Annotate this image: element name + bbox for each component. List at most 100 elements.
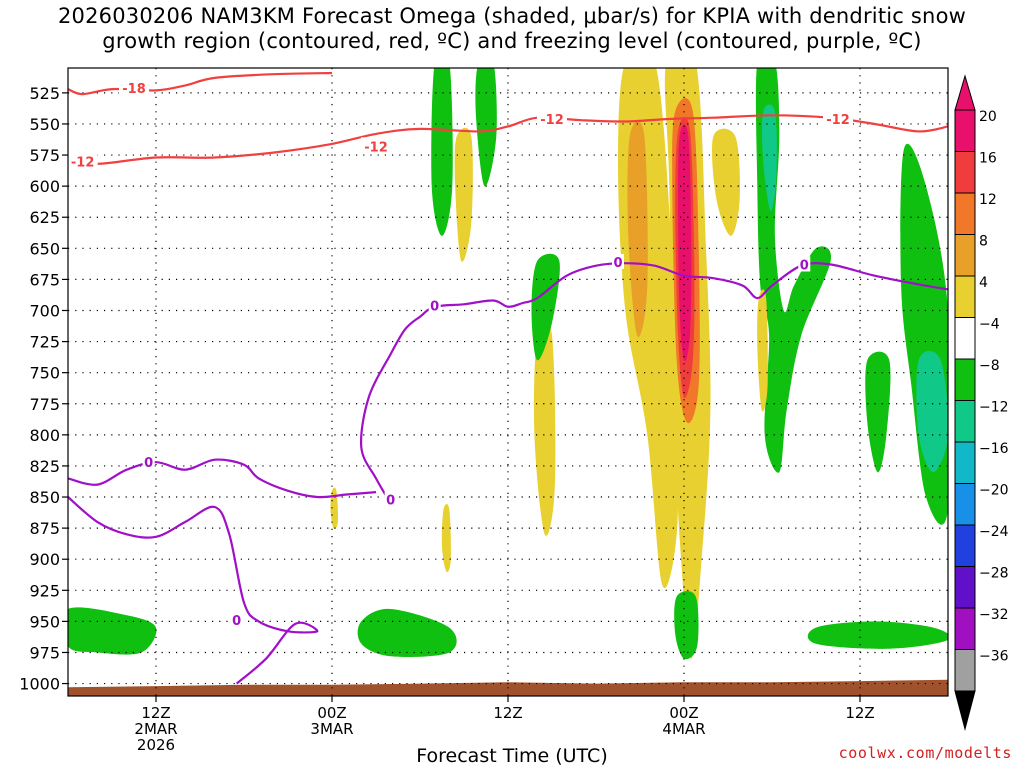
x-tick-label-0-2: 2026 — [137, 736, 175, 754]
omega-shade-gp-22 — [674, 591, 699, 660]
freezing-label-text-5: 0 — [800, 258, 809, 273]
freezing-label-bg-3 — [142, 454, 155, 470]
freezing-contour-main — [359, 262, 948, 504]
colorbar-label-1: 16 — [979, 151, 997, 167]
y-tick-label-1000: 1000 — [19, 675, 60, 694]
y-tick-label-675: 675 — [29, 270, 60, 289]
dendritic-label-0: -18 — [119, 78, 149, 97]
dendritic-label-3: -12 — [537, 109, 567, 128]
x-tick-label-3-1: 4MAR — [662, 720, 705, 738]
y-tick-label-875: 875 — [29, 519, 60, 538]
omega-shade-gp-2 — [475, 68, 497, 187]
plot-background — [68, 68, 948, 696]
omega-shade-gp-17 — [865, 351, 891, 473]
omega-shade-gp-20 — [357, 608, 457, 657]
freezing-label-bg-0 — [612, 253, 624, 269]
y-tick-label-725: 725 — [29, 333, 60, 352]
colorbar-label-9: −20 — [979, 483, 1009, 499]
colorbar-segment-4 — [954, 275, 976, 318]
dendritic-contour-upper — [68, 71, 333, 96]
colorbar-label-13: −36 — [979, 649, 1009, 665]
y-tick-label-900: 900 — [29, 550, 60, 569]
colorbar-segment-7 — [954, 400, 976, 443]
x-tick-label-0-1: 2MAR — [134, 720, 177, 738]
chart-title-line-1: 2026030206 NAM3KM Forecast Omega (shaded… — [57, 4, 966, 28]
colorbar-segment-5 — [954, 317, 976, 360]
y-tick-label-925: 925 — [29, 581, 60, 600]
freezing-label-2: 0 — [384, 491, 397, 509]
colorbar-bottom-arrow — [954, 690, 976, 731]
colorbar-label-4: 4 — [979, 275, 988, 291]
omega-shade-gp-14 — [761, 104, 777, 212]
x-tick-label-0-0: 12Z — [141, 704, 170, 722]
colorbar-label-7: −12 — [979, 400, 1009, 416]
plot-area: -18 -12 -12 -12 -12 0 0 0 0 0 0 — [68, 68, 948, 696]
colorbar-segment-12 — [954, 607, 976, 650]
colorbar-label-5: −4 — [979, 317, 1000, 333]
omega-shade-gp-24 — [330, 487, 339, 529]
omega-shade-gp-12 — [712, 128, 740, 236]
colorbar-segment-0 — [954, 109, 976, 152]
y-tick-label-625: 625 — [29, 208, 60, 227]
freezing-label-bg-2 — [384, 491, 397, 507]
colorbar-label-6: −8 — [979, 358, 1000, 374]
colorbar-top-arrow — [954, 74, 976, 111]
colorbar-segment-13 — [954, 649, 976, 692]
freezing-label-text-0: 0 — [613, 256, 622, 271]
y-tick-label-550: 550 — [29, 115, 60, 134]
freezing-label-5: 0 — [798, 256, 811, 273]
omega-shade-gp-16 — [916, 350, 948, 473]
freezing-label-bg-4 — [230, 612, 243, 628]
y-tick-label-525: 525 — [29, 84, 60, 103]
dendritic-label-1: -12 — [68, 152, 98, 170]
x-tick-label-2-0: 12Z — [493, 704, 522, 722]
freezing-label-3: 0 — [142, 454, 155, 471]
omega-shade-gp-5 — [531, 253, 560, 361]
freezing-label-text-1: 0 — [430, 300, 439, 315]
x-tick-label-4-0: 12Z — [845, 704, 874, 722]
colorbar-label-12: −32 — [979, 607, 1009, 623]
dendritic-label-bg-0 — [119, 78, 149, 96]
omega-shade-gp-21 — [807, 621, 948, 649]
colorbar-label-3: 8 — [979, 234, 988, 250]
colorbar-segment-8 — [954, 441, 976, 484]
x-tick-label-1-1: 3MAR — [310, 720, 353, 738]
dendritic-label-bg-2 — [361, 137, 391, 155]
dendritic-label-bg-4 — [823, 109, 853, 127]
freezing-label-1: 0 — [428, 297, 441, 315]
colorbar-label-0: 20 — [979, 109, 997, 125]
y-tick-label-575: 575 — [29, 146, 60, 165]
omega-shade-gp-3 — [454, 127, 473, 262]
y-tick-label-650: 650 — [29, 239, 60, 258]
colorbar-segment-6 — [954, 358, 976, 401]
omega-shade-gp-19 — [68, 607, 157, 655]
freezing-label-bg-5 — [798, 256, 811, 272]
colorbar-segment-3 — [954, 234, 976, 277]
omega-shade-gp-18 — [757, 289, 768, 412]
y-tick-label-600: 600 — [29, 177, 60, 196]
freezing-label-0: 0 — [612, 253, 624, 271]
y-tick-label-750: 750 — [29, 364, 60, 383]
x-tick-label-3-0: 00Z — [669, 704, 698, 722]
dendritic-label-4: -12 — [823, 109, 853, 128]
colorbar-segment-9 — [954, 483, 976, 526]
omega-shade-gp-1 — [431, 68, 453, 236]
colorbar-label-8: −16 — [979, 441, 1009, 457]
omega-shade-gp-11 — [678, 124, 692, 362]
y-tick-label-700: 700 — [29, 301, 60, 320]
omega-shade-gp-4 — [533, 319, 556, 536]
y-tick-label-775: 775 — [29, 395, 60, 414]
omega-shade-gp-7 — [627, 120, 648, 338]
freezing-label-bg-1 — [428, 297, 441, 313]
colorbar-segment-1 — [954, 151, 976, 194]
y-tick-label-850: 850 — [29, 488, 60, 507]
colorbar-segment-10 — [954, 524, 976, 567]
freezing-label-4: 0 — [230, 612, 243, 629]
colorbar-label-10: −24 — [979, 524, 1009, 540]
freezing-label-text-3: 0 — [144, 456, 153, 471]
y-tick-label-825: 825 — [29, 457, 60, 476]
dendritic-label-text-0: -18 — [122, 82, 146, 97]
dendritic-label-text-3: -12 — [540, 113, 564, 128]
colorbar-segment-2 — [954, 192, 976, 235]
